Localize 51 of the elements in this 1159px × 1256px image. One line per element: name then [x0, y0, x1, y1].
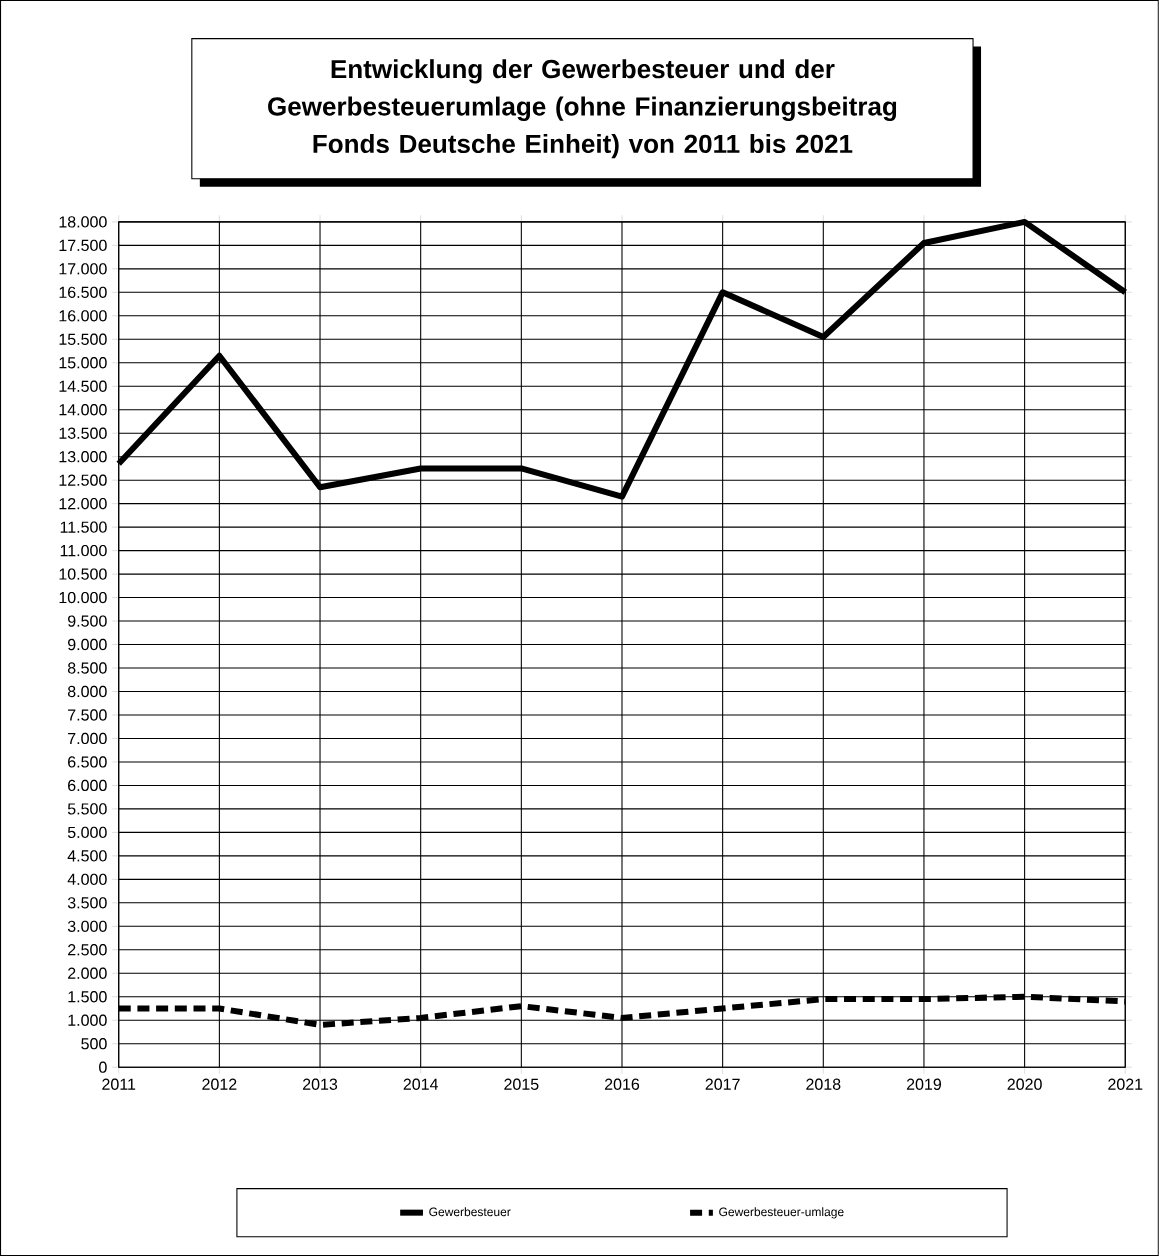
y-tick-label: 2.000 [68, 967, 107, 979]
y-tick-label: 13.500 [59, 427, 107, 439]
x-tick-label: 2019 [907, 1078, 942, 1090]
x-tick-label: 2013 [303, 1078, 338, 1090]
y-tick-label: 5.000 [67, 826, 107, 839]
y-tick-label: 3.000 [67, 920, 107, 932]
y-tick-label: 11.000 [60, 544, 107, 557]
y-tick-label: 15.000 [59, 357, 107, 369]
y-tick-label: 500 [81, 1038, 107, 1050]
y-tick-label: 14.500 [59, 380, 107, 392]
y-tick-label: 4.000 [67, 873, 107, 886]
y-tick-label: 18.000 [59, 216, 107, 228]
y-tick-label: 2.500 [68, 944, 107, 956]
x-tick-label: 2016 [605, 1078, 640, 1090]
y-tick-label: 16.500 [59, 286, 107, 298]
x-tick-label: 2018 [806, 1078, 841, 1090]
legend-label: Gewerbesteuer [429, 1207, 511, 1217]
y-tick-label: 10.500 [59, 568, 107, 580]
y-tick-label: 8.500 [68, 662, 107, 674]
y-tick-label: 0 [99, 1061, 107, 1073]
x-tick-label: 2014 [403, 1078, 439, 1090]
y-tick-label: 9.500 [68, 615, 107, 627]
x-tick-label: 2011 [102, 1078, 136, 1090]
y-tick-label: 12.500 [59, 474, 107, 486]
y-tick-label: 6.500 [68, 756, 107, 768]
y-tick-label: 17.500 [59, 239, 107, 252]
y-tick-label: 11.500 [60, 521, 107, 533]
y-tick-label: 10.000 [59, 591, 107, 604]
y-tick-label: 1.000 [68, 1014, 107, 1026]
legend-label: Gewerbesteuer-umlage [719, 1207, 844, 1219]
x-tick-label: 2017 [705, 1078, 740, 1090]
y-tick-label: 7.000 [68, 732, 107, 745]
chart-title: Entwicklung der Gewerbesteuer und der Gewerbesteuerumlage (ohne Finanzierungsbeitrag Fonds Deutsche Einheit) von 2011 bis 2021 [268, 59, 897, 159]
y-tick-label: 15.500 [59, 333, 107, 345]
y-tick-label: 8.000 [68, 685, 107, 698]
y-tick-label: 1.500 [68, 991, 107, 1003]
y-tick-label: 7.500 [68, 709, 107, 721]
y-tick-label: 6.000 [68, 779, 107, 792]
y-tick-label: 9.000 [68, 638, 107, 651]
x-tick-label: 2012 [202, 1078, 237, 1090]
y-tick-label: 17.000 [59, 263, 107, 275]
y-tick-label: 12.000 [59, 497, 107, 510]
y-tick-label: 4.500 [67, 850, 107, 862]
y-tick-label: 14.000 [59, 404, 107, 416]
y-tick-label: 3.500 [67, 897, 107, 909]
y-tick-label: 5.500 [67, 803, 107, 815]
x-tick-label: 2021 [1108, 1078, 1143, 1090]
y-tick-label: 16.000 [59, 310, 107, 322]
x-tick-label: 2015 [504, 1078, 539, 1090]
y-tick-label: 13.000 [59, 451, 107, 463]
x-tick-label: 2020 [1007, 1078, 1042, 1090]
